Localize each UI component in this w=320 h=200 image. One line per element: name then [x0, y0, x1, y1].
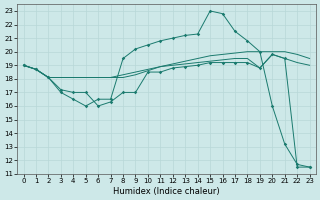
- X-axis label: Humidex (Indice chaleur): Humidex (Indice chaleur): [113, 187, 220, 196]
